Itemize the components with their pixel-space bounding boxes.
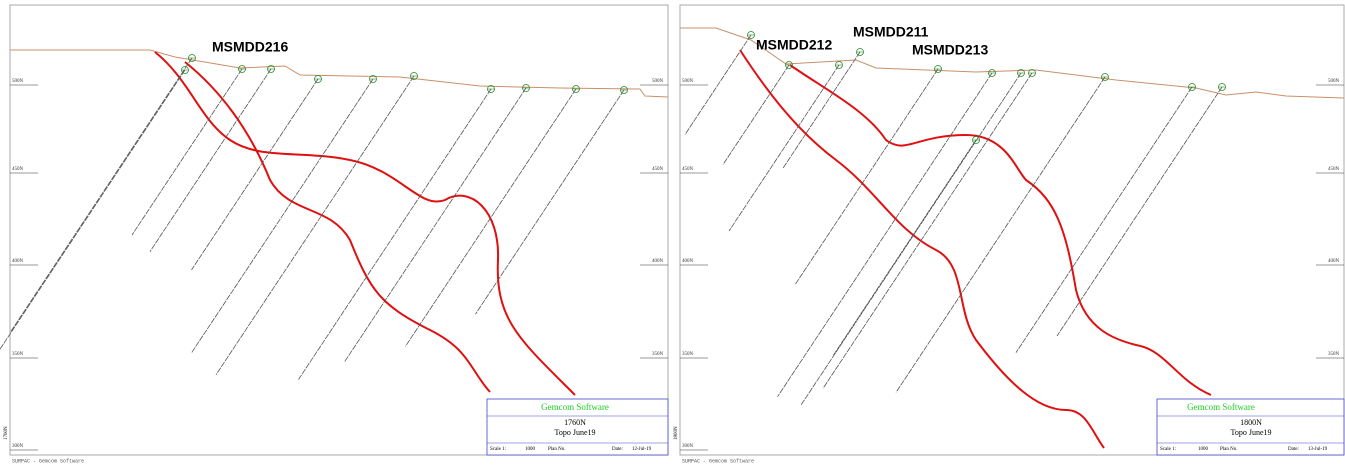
plan-label: Plan No.: [548, 447, 566, 452]
panel-frame: [679, 4, 1345, 456]
hole-label: MSMDD216: [212, 39, 288, 55]
elevation-label: 350N: [682, 352, 694, 357]
drill-hole: [684, 34, 752, 135]
date: 13-Jul-19: [1308, 447, 1328, 452]
drill-hole: [1015, 86, 1193, 353]
drill-hole: [131, 68, 243, 236]
drill-hole: [191, 78, 374, 354]
company: Gemcom Software: [1187, 402, 1255, 412]
topography: [680, 27, 1345, 99]
scale: 1000: [1198, 447, 1209, 452]
company: Gemcom Software: [541, 402, 609, 412]
hole-label: MSMDD212: [756, 37, 832, 53]
drill-hole: [0, 69, 186, 350]
elevation-label: 450N: [652, 167, 664, 172]
panel-frame: [9, 4, 669, 456]
elevation-label: 500N: [1328, 79, 1340, 84]
elevation-label: 400N: [1328, 259, 1340, 264]
scale: 1000: [525, 447, 536, 452]
hole-label: MSMDD213: [912, 42, 988, 58]
interpretation-line: [789, 64, 1212, 396]
drill-hole: [722, 64, 790, 165]
elevation-label: 400N: [652, 259, 664, 264]
drill-hole: [405, 88, 577, 347]
drill-hole: [832, 139, 977, 357]
drill-hole: [822, 72, 1033, 389]
drill-hole: [475, 89, 625, 315]
elevation-label: 450N: [12, 167, 24, 172]
interpretation-line: [739, 49, 1105, 449]
section-name: 1760N: [564, 418, 586, 427]
side-section: 1760N: [4, 426, 9, 440]
side-section: 1800N: [674, 426, 679, 440]
elevation-label: 500N: [12, 79, 24, 84]
scale-label: Scale 1:: [490, 447, 506, 452]
elevation-label: 450N: [682, 167, 694, 172]
drill-hole: [10, 57, 193, 333]
drill-hole: [777, 72, 993, 397]
elevation-label: 350N: [12, 352, 24, 357]
drill-hole: [782, 51, 861, 169]
topo-name: Topo June19: [555, 428, 596, 437]
topo-name: Topo June19: [1231, 428, 1272, 437]
date: 12-Jul-19: [632, 447, 652, 452]
drill-hole: [895, 76, 1106, 393]
footer: SURPAC - Gemcom Software: [682, 458, 754, 464]
elevation-label: 400N: [12, 259, 24, 264]
drill-hole: [728, 64, 840, 232]
interpretation-line: [154, 51, 576, 396]
section-panel: MSMDD212 MSMDD211 MSMDD213 500N 500N 450N 4…: [674, 4, 1345, 464]
drill-hole: [800, 72, 1022, 406]
drill-hole: [344, 87, 527, 363]
elevation-label: 350N: [1328, 352, 1340, 357]
scale-label: Scale 1:: [1160, 447, 1176, 452]
section-panel: MSMDD216 500N 500N 450N 450N 400N 400N 350N 350…: [0, 4, 669, 464]
drill-hole: [191, 78, 319, 271]
topography: [10, 49, 669, 98]
drill-hole: [215, 75, 415, 376]
hole-label: MSMDD211: [853, 24, 929, 40]
elevation-label: 400N: [682, 259, 694, 264]
footer: SURPAC - Gemcom Software: [12, 458, 84, 464]
drill-hole: [298, 88, 492, 380]
section-name: 1800N: [1240, 418, 1262, 427]
drill-hole: [794, 68, 939, 286]
elevation-label: 500N: [652, 79, 664, 84]
elevation-label: 450N: [1328, 167, 1340, 172]
elevation-label: 300N: [682, 444, 694, 449]
elevation-label: 300N: [12, 444, 24, 449]
title-block: [1156, 398, 1345, 456]
drill-hole: [1056, 86, 1223, 337]
title-block: [486, 398, 669, 456]
elevation-label: 350N: [652, 352, 664, 357]
interpretation-line: [184, 61, 491, 393]
date-label: Date:: [612, 447, 623, 452]
drill-hole: [149, 68, 272, 252]
date-label: Date:: [1288, 447, 1299, 452]
elevation-label: 500N: [682, 79, 694, 84]
plan-label: Plan No.: [1220, 447, 1238, 452]
